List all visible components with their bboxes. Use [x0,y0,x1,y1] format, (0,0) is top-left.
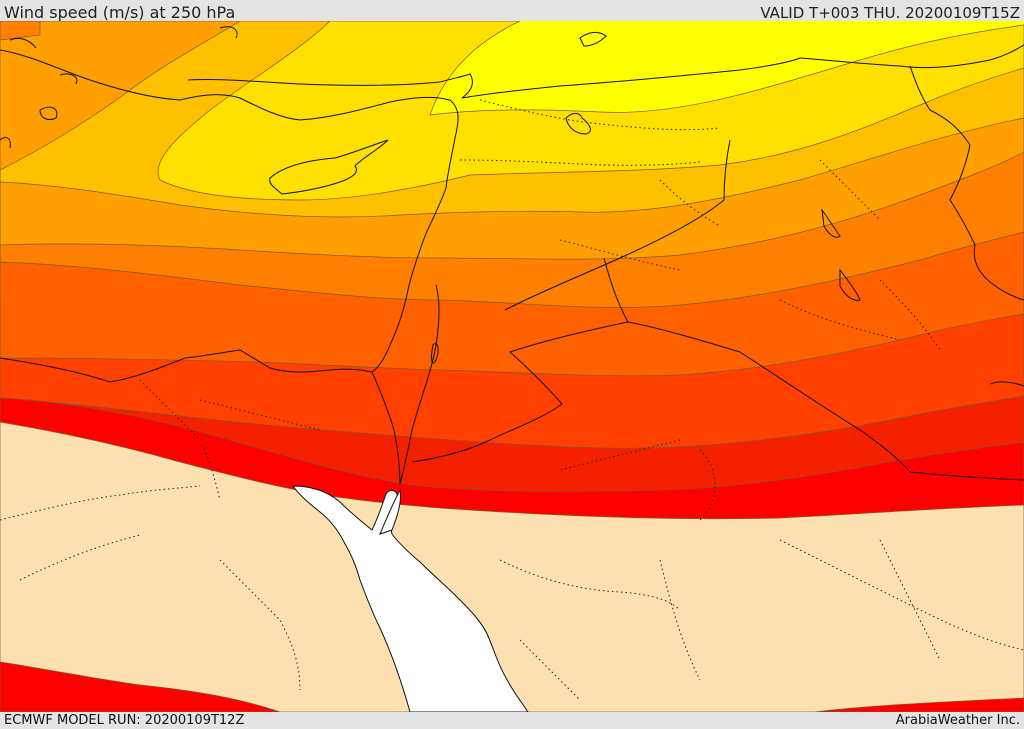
lake-van [565,113,591,135]
cyprus [269,139,389,195]
band-red-se [814,697,1024,712]
gulf-aqaba [379,488,401,535]
egypt-coast [0,349,373,383]
footer-bar: ECMWF MODEL RUN: 20200109T12Z ArabiaWeat… [0,712,1024,729]
lake-tharthar [821,208,841,238]
model-run: ECMWF MODEL RUN: 20200109T12Z [4,713,245,728]
credit: ArabiaWeather Inc. [895,713,1020,728]
turkey-coast [0,49,459,139]
gulf-coast [989,381,1024,387]
valid-time: VALID T+003 THU. 20200109T15Z [760,4,1020,22]
band-calm [0,421,1024,712]
sinai-border [371,371,401,485]
syria-turkey-border [187,44,1024,99]
jordan-iraq-border [411,257,629,463]
jordan-border [399,284,440,485]
iraq-saudi-border [627,321,1024,481]
lake-habbaniyah [839,268,861,301]
lake-urmia [579,31,607,47]
header-bar: Wind speed (m/s) at 250 hPa VALID T+003 … [0,0,1024,22]
map-title: Wind speed (m/s) at 250 hPa [4,3,236,22]
band-red-south [0,661,281,712]
levant-coast [371,137,456,373]
wind-speed-map [0,21,1024,712]
red-sea [292,485,529,712]
syria-iraq-border [504,139,731,311]
iraq-iran-border [909,65,1024,301]
